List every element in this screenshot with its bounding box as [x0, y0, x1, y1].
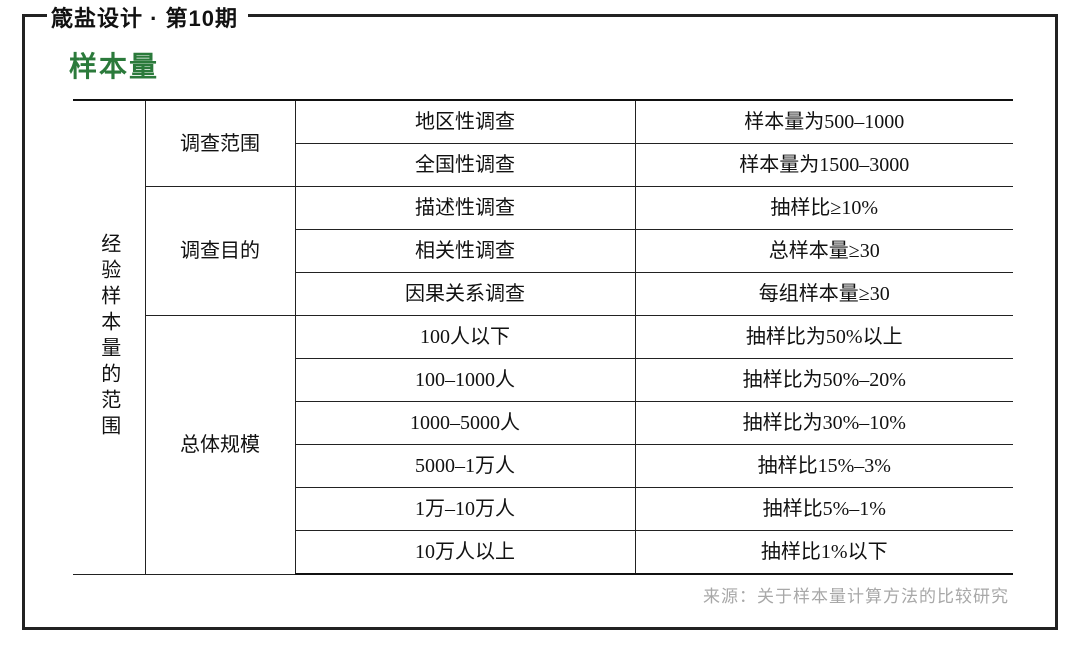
cell: 5000–1万人 [295, 445, 635, 488]
cell: 地区性调查 [295, 100, 635, 144]
source-note: 来源：关于样本量计算方法的比较研究 [703, 582, 1009, 607]
cell: 总样本量≥30 [635, 230, 1013, 273]
cell: 抽样比为30%–10% [635, 402, 1013, 445]
cell: 抽样比为50%–20% [635, 359, 1013, 402]
group-label: 总体规模 [145, 316, 295, 575]
row-header-main: 经验样本量的范围 [73, 100, 145, 574]
cell: 描述性调查 [295, 187, 635, 230]
source-text: 关于样本量计算方法的比较研究 [757, 587, 1009, 606]
cell: 样本量为500–1000 [635, 100, 1013, 144]
cell: 10万人以上 [295, 531, 635, 575]
document-frame: 箴盐设计 · 第10期 样本量 经验样本量的范围 调查范围 地区性调查 样本量为… [22, 14, 1058, 630]
cell: 1000–5000人 [295, 402, 635, 445]
cell: 抽样比15%–3% [635, 445, 1013, 488]
section-title: 样本量 [69, 45, 1015, 85]
cell: 相关性调查 [295, 230, 635, 273]
group-label: 调查范围 [145, 100, 295, 187]
table-row: 总体规模 100人以下 抽样比为50%以上 [73, 316, 1013, 359]
sample-size-table: 经验样本量的范围 调查范围 地区性调查 样本量为500–1000 全国性调查 样… [73, 99, 1013, 575]
cell: 抽样比为50%以上 [635, 316, 1013, 359]
group-label: 调查目的 [145, 187, 295, 316]
cell: 抽样比5%–1% [635, 488, 1013, 531]
cell: 因果关系调查 [295, 273, 635, 316]
cell: 每组样本量≥30 [635, 273, 1013, 316]
table-row: 调查目的 描述性调查 抽样比≥10% [73, 187, 1013, 230]
cell: 样本量为1500–3000 [635, 144, 1013, 187]
cell: 抽样比≥10% [635, 187, 1013, 230]
cell: 100–1000人 [295, 359, 635, 402]
frame-title: 箴盐设计 · 第10期 [47, 1, 248, 33]
cell: 100人以下 [295, 316, 635, 359]
cell: 1万–10万人 [295, 488, 635, 531]
cell: 全国性调查 [295, 144, 635, 187]
cell: 抽样比1%以下 [635, 531, 1013, 575]
table-row: 经验样本量的范围 调查范围 地区性调查 样本量为500–1000 [73, 100, 1013, 144]
content-area: 样本量 经验样本量的范围 调查范围 地区性调查 样本量为500–1000 全国性… [25, 17, 1055, 575]
source-prefix: 来源： [703, 587, 757, 606]
